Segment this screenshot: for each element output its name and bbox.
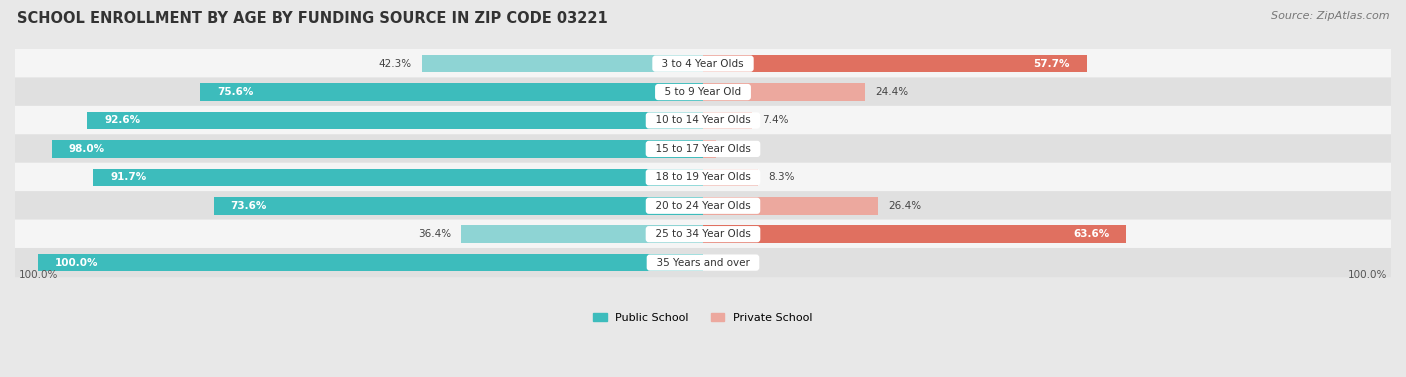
Text: 100.0%: 100.0% (18, 270, 58, 280)
FancyBboxPatch shape (15, 49, 1391, 78)
Text: 73.6%: 73.6% (231, 201, 267, 211)
Text: 100.0%: 100.0% (55, 257, 98, 268)
Text: 2.0%: 2.0% (727, 144, 752, 154)
Text: 36.4%: 36.4% (418, 229, 451, 239)
Bar (87, 112, 703, 129)
Text: 98.0%: 98.0% (67, 144, 104, 154)
Bar (703, 140, 716, 158)
Text: 3 to 4 Year Olds: 3 to 4 Year Olds (655, 59, 751, 69)
Bar (422, 55, 703, 72)
Bar (52, 140, 703, 158)
Text: 20 to 24 Year Olds: 20 to 24 Year Olds (650, 201, 756, 211)
FancyBboxPatch shape (15, 77, 1391, 107)
Text: 7.4%: 7.4% (762, 115, 789, 126)
Text: 75.6%: 75.6% (217, 87, 253, 97)
Text: 92.6%: 92.6% (104, 115, 141, 126)
FancyBboxPatch shape (15, 191, 1391, 221)
Text: 100.0%: 100.0% (1348, 270, 1388, 280)
Text: 5 to 9 Year Old: 5 to 9 Year Old (658, 87, 748, 97)
Bar (214, 197, 703, 215)
Bar (703, 169, 758, 186)
Text: 63.6%: 63.6% (1073, 229, 1109, 239)
FancyBboxPatch shape (15, 106, 1391, 135)
Text: 25 to 34 Year Olds: 25 to 34 Year Olds (648, 229, 758, 239)
Text: Source: ZipAtlas.com: Source: ZipAtlas.com (1271, 11, 1389, 21)
Text: 57.7%: 57.7% (1033, 59, 1070, 69)
Text: SCHOOL ENROLLMENT BY AGE BY FUNDING SOURCE IN ZIP CODE 03221: SCHOOL ENROLLMENT BY AGE BY FUNDING SOUR… (17, 11, 607, 26)
FancyBboxPatch shape (15, 248, 1391, 277)
Bar (703, 55, 1087, 72)
Text: 0.0%: 0.0% (713, 257, 740, 268)
FancyBboxPatch shape (15, 134, 1391, 164)
Text: 26.4%: 26.4% (889, 201, 921, 211)
Text: 24.4%: 24.4% (875, 87, 908, 97)
Text: 15 to 17 Year Olds: 15 to 17 Year Olds (648, 144, 758, 154)
Bar (703, 225, 1126, 243)
Bar (461, 225, 703, 243)
Text: 91.7%: 91.7% (110, 172, 146, 182)
Legend: Public School, Private School: Public School, Private School (589, 308, 817, 327)
Bar (703, 197, 879, 215)
Text: 10 to 14 Year Olds: 10 to 14 Year Olds (650, 115, 756, 126)
Bar (201, 83, 703, 101)
FancyBboxPatch shape (15, 219, 1391, 249)
Bar (703, 112, 752, 129)
Text: 35 Years and over: 35 Years and over (650, 257, 756, 268)
Text: 8.3%: 8.3% (768, 172, 794, 182)
Bar (38, 254, 703, 271)
Text: 18 to 19 Year Olds: 18 to 19 Year Olds (648, 172, 758, 182)
Bar (93, 169, 703, 186)
Bar (703, 83, 865, 101)
FancyBboxPatch shape (15, 163, 1391, 192)
Text: 42.3%: 42.3% (378, 59, 412, 69)
